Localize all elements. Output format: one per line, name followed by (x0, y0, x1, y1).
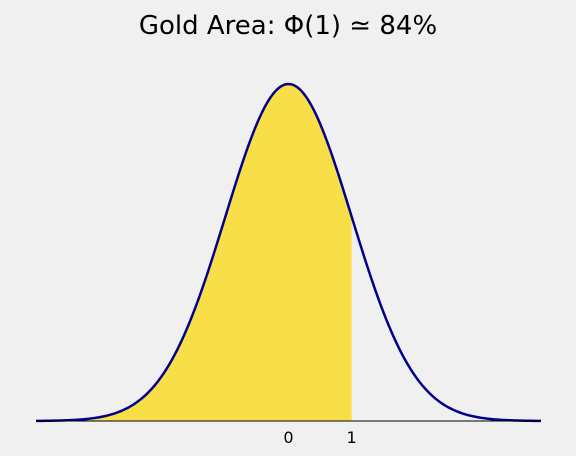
density-curve (35, 82, 542, 423)
shaded-area (36, 84, 352, 421)
chart-title: Gold Area: Φ(1) ≃ 84% (139, 11, 437, 41)
x-tick-label-0: 0 (283, 428, 293, 447)
x-tick-label-1: 1 (347, 428, 357, 447)
